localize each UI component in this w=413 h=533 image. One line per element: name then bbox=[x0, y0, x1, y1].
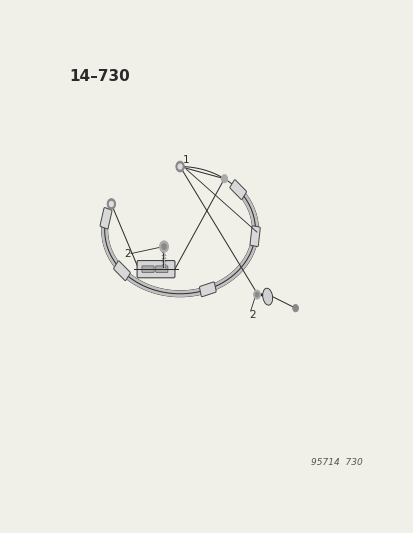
FancyBboxPatch shape bbox=[142, 266, 154, 272]
FancyBboxPatch shape bbox=[229, 180, 246, 199]
Circle shape bbox=[255, 293, 258, 297]
Text: 14–730: 14–730 bbox=[69, 69, 130, 84]
Text: 1: 1 bbox=[183, 155, 190, 165]
Circle shape bbox=[159, 241, 168, 252]
Circle shape bbox=[178, 164, 182, 169]
Circle shape bbox=[107, 199, 115, 209]
Circle shape bbox=[161, 244, 166, 250]
Text: 2: 2 bbox=[123, 248, 130, 259]
Text: 2: 2 bbox=[248, 310, 255, 320]
Circle shape bbox=[221, 175, 227, 183]
FancyBboxPatch shape bbox=[199, 282, 216, 297]
FancyBboxPatch shape bbox=[137, 261, 175, 278]
Circle shape bbox=[109, 201, 113, 206]
FancyBboxPatch shape bbox=[249, 226, 260, 247]
FancyBboxPatch shape bbox=[114, 261, 130, 280]
Circle shape bbox=[253, 290, 260, 299]
Circle shape bbox=[176, 161, 184, 172]
Text: 95714  730: 95714 730 bbox=[311, 458, 362, 467]
Circle shape bbox=[292, 304, 298, 312]
Ellipse shape bbox=[262, 288, 272, 305]
FancyBboxPatch shape bbox=[100, 207, 112, 229]
FancyBboxPatch shape bbox=[155, 266, 168, 272]
